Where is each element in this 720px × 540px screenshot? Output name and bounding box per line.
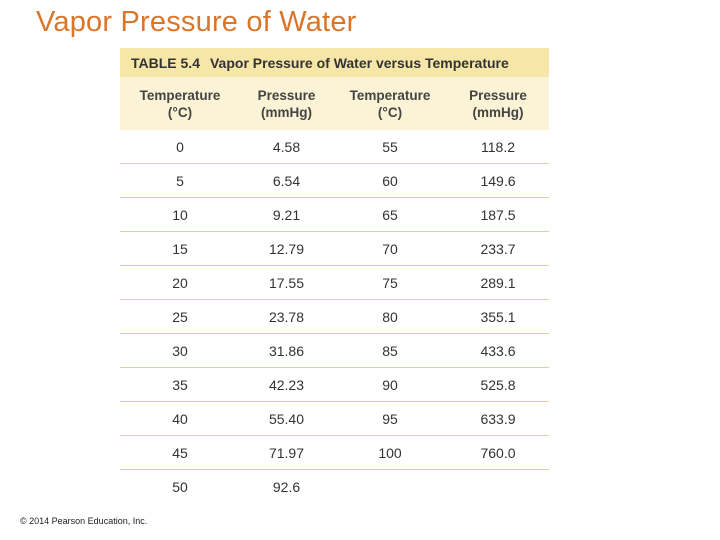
cell-pressure: 525.8 xyxy=(480,376,516,393)
table-number: TABLE 5.4 xyxy=(131,54,200,71)
column-header-unit: (°C) xyxy=(167,104,193,120)
cell-pressure: 4.58 xyxy=(272,138,301,155)
cell-temperature: 90 xyxy=(382,376,398,393)
table-row: 45 71.97 100 760.0 xyxy=(120,435,549,469)
cell-pressure: 55.40 xyxy=(268,410,305,427)
column-header-unit: (mmHg) xyxy=(261,104,312,120)
column-header-pressure-1: Pressure (mmHg) xyxy=(240,77,333,130)
cell-pressure xyxy=(447,470,549,503)
cell-temperature: 35 xyxy=(172,376,188,393)
table-body: 0 4.58 55 118.2 5 6.54 60 149.6 10 9.21 … xyxy=(120,130,549,503)
cell-temperature: 45 xyxy=(172,444,188,461)
cell-pressure: 760.0 xyxy=(480,444,516,461)
table-row: 25 23.78 80 355.1 xyxy=(120,299,549,333)
cell-pressure: 289.1 xyxy=(480,274,516,291)
table-row: 30 31.86 85 433.6 xyxy=(120,333,549,367)
table-row: 35 42.23 90 525.8 xyxy=(120,367,549,401)
slide-title: Vapor Pressure of Water xyxy=(36,6,357,38)
cell-temperature: 40 xyxy=(172,410,188,427)
column-header-pressure-2: Pressure (mmHg) xyxy=(447,77,549,130)
cell-temperature: 75 xyxy=(382,274,398,291)
column-header-label: Temperature xyxy=(139,87,221,103)
cell-pressure: 633.9 xyxy=(480,410,516,427)
cell-temperature: 100 xyxy=(378,444,402,461)
cell-temperature: 80 xyxy=(382,308,398,325)
cell-pressure: 355.1 xyxy=(480,308,516,325)
cell-pressure: 233.7 xyxy=(480,240,516,257)
cell-pressure: 6.54 xyxy=(272,172,301,189)
cell-temperature: 20 xyxy=(172,274,188,291)
cell-pressure: 118.2 xyxy=(481,138,515,155)
table-row: 5 6.54 60 149.6 xyxy=(120,163,549,197)
table-row: 0 4.58 55 118.2 xyxy=(120,130,549,163)
cell-temperature: 15 xyxy=(172,240,188,257)
cell-temperature: 5 xyxy=(176,172,184,189)
column-header-temperature-1: Temperature (°C) xyxy=(120,77,240,130)
cell-temperature: 30 xyxy=(172,342,188,359)
cell-temperature: 55 xyxy=(382,138,398,155)
table-header: Temperature (°C) Pressure (mmHg) Tempera… xyxy=(120,77,549,130)
copyright-footer: © 2014 Pearson Education, Inc. xyxy=(20,516,148,526)
cell-pressure: 12.79 xyxy=(268,240,305,257)
table-row: 10 9.21 65 187.5 xyxy=(120,197,549,231)
cell-pressure: 23.78 xyxy=(268,308,305,325)
cell-pressure: 149.6 xyxy=(480,172,516,189)
cell-pressure: 187.5 xyxy=(480,206,516,223)
cell-temperature: 70 xyxy=(382,240,398,257)
cell-pressure: 71.97 xyxy=(268,444,305,461)
cell-pressure: 42.23 xyxy=(268,376,305,393)
cell-temperature: 10 xyxy=(172,206,188,223)
cell-temperature: 60 xyxy=(382,172,398,189)
table-row: 50 92.6 xyxy=(120,469,549,503)
cell-pressure: 9.21 xyxy=(272,206,301,223)
column-header-unit: (°C) xyxy=(377,104,403,120)
table-caption: TABLE 5.4 Vapor Pressure of Water versus… xyxy=(120,48,549,77)
column-header-label: Temperature xyxy=(349,87,431,103)
column-header-unit: (mmHg) xyxy=(472,104,524,120)
table-caption-text: Vapor Pressure of Water versus Temperatu… xyxy=(209,54,509,71)
cell-pressure: 31.86 xyxy=(268,342,305,359)
cell-pressure: 17.55 xyxy=(268,274,305,291)
column-header-temperature-2: Temperature (°C) xyxy=(333,77,447,130)
vapor-pressure-table: TABLE 5.4 Vapor Pressure of Water versus… xyxy=(120,48,549,503)
cell-pressure: 433.6 xyxy=(480,342,516,359)
column-header-label: Pressure xyxy=(469,87,527,103)
cell-temperature: 65 xyxy=(382,206,398,223)
cell-temperature: 50 xyxy=(172,478,188,495)
table-row: 20 17.55 75 289.1 xyxy=(120,265,549,299)
cell-temperature: 95 xyxy=(382,410,398,427)
cell-temperature: 85 xyxy=(382,342,398,359)
table-row: 40 55.40 95 633.9 xyxy=(120,401,549,435)
cell-temperature xyxy=(333,470,447,503)
table-row: 15 12.79 70 233.7 xyxy=(120,231,549,265)
cell-temperature: 25 xyxy=(172,308,188,325)
column-header-label: Pressure xyxy=(257,87,316,103)
cell-temperature: 0 xyxy=(176,138,184,155)
cell-pressure: 92.6 xyxy=(272,478,301,495)
